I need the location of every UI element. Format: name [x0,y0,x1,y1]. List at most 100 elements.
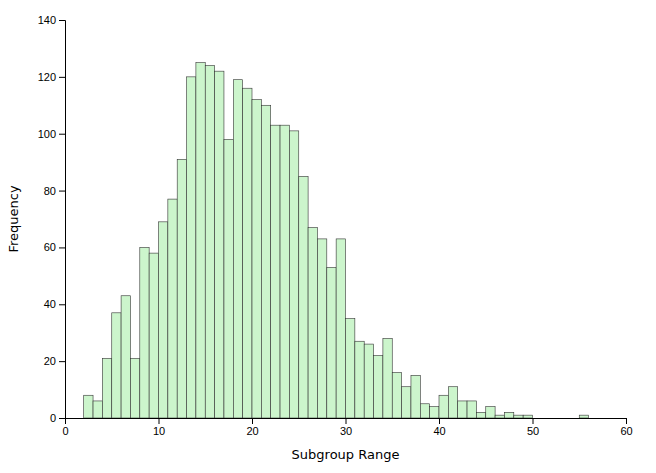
x-tick: 10 [153,418,165,437]
bar [93,401,102,418]
bar [448,387,457,418]
bar [327,267,336,418]
bar [187,77,196,418]
x-tick-mark [439,418,440,424]
bar [514,415,523,418]
bar [102,358,111,418]
bar [346,319,355,419]
y-axis-line [59,21,66,419]
bar [542,418,551,419]
bar [495,415,504,418]
x-tick-label: 10 [153,425,165,437]
bars [84,63,589,418]
bar [439,395,448,418]
bar [271,125,280,418]
y-tick: 20 [44,355,65,367]
y-tick-label: 20 [44,355,56,367]
bar [112,313,121,418]
bar [149,253,158,418]
x-tick: 30 [340,418,352,437]
y-tick-label: 80 [44,185,56,197]
bar [289,131,298,418]
bar [243,88,252,418]
x-tick-label: 30 [340,425,352,437]
bar [177,159,186,418]
x-tick-label: 40 [433,425,445,437]
bar [317,239,326,418]
chart: 0 10 20 30 40 50 60 0 20 40 60 80 100 120 140 Subgroup … [0,0,656,473]
x-tick-label: 60 [620,425,632,437]
x-axis: 0 10 20 30 40 50 60 [62,418,632,437]
bar [205,65,214,418]
y-tick-label: 140 [38,14,56,26]
y-tick: 140 [38,14,65,26]
bar [336,239,345,418]
plot: 0 10 20 30 40 50 60 0 20 40 60 80 100 120 140 [38,14,633,437]
x-tick-label: 20 [246,425,258,437]
y-tick: 40 [44,298,65,310]
y-tick-label: 120 [38,71,56,83]
x-tick-mark [159,418,160,424]
bar [411,375,420,418]
y-tick-mark [59,20,65,21]
x-tick: 0 [62,418,68,437]
bar [467,401,476,418]
x-tick-mark [252,418,253,424]
bar [476,412,485,418]
x-axis-line [66,419,627,425]
y-tick-mark [59,134,65,135]
bar [121,296,130,418]
x-tick: 20 [246,418,258,437]
bar [364,344,373,418]
bar [308,228,317,418]
y-tick-label: 100 [38,128,56,140]
bar [570,418,579,419]
x-tick-mark [346,418,347,424]
bar [579,415,588,418]
bar [383,338,392,418]
bar [355,341,364,418]
bar [196,63,205,418]
y-tick: 120 [38,71,65,83]
bar [430,407,439,418]
y-tick: 100 [38,128,65,140]
x-tick: 60 [620,418,632,437]
y-tick-mark [59,77,65,78]
y-tick: 0 [50,412,65,424]
x-tick-label: 0 [62,425,68,437]
bar [402,387,411,418]
bar [84,395,93,418]
bar [299,176,308,418]
x-tick-mark [533,418,534,424]
bar [392,373,401,418]
bar [280,125,289,418]
bar [523,415,532,418]
bar [224,139,233,418]
x-tick-label: 50 [527,425,539,437]
bar [233,80,242,418]
bar [215,71,224,418]
bar [140,247,149,418]
bar [130,358,139,418]
bar [168,199,177,418]
x-axis-title: Subgroup Range [292,447,400,462]
bar [533,418,542,419]
y-tick-mark [59,191,65,192]
y-tick: 60 [44,241,65,253]
bar [261,105,270,418]
y-tick-label: 40 [44,298,56,310]
bar [374,355,383,418]
y-tick-label: 0 [50,412,56,424]
y-tick-mark [59,361,65,362]
x-tick-mark [626,418,627,424]
y-tick-label: 60 [44,241,56,253]
y-axis-title: Frequency [6,185,21,252]
y-tick-mark [59,247,65,248]
y-tick-mark [59,418,65,419]
y-tick: 80 [44,185,65,197]
bar [504,412,513,418]
bar [486,407,495,418]
y-axis: 0 20 40 60 80 100 120 140 [38,14,66,424]
bar [252,100,261,418]
bar [420,404,429,418]
